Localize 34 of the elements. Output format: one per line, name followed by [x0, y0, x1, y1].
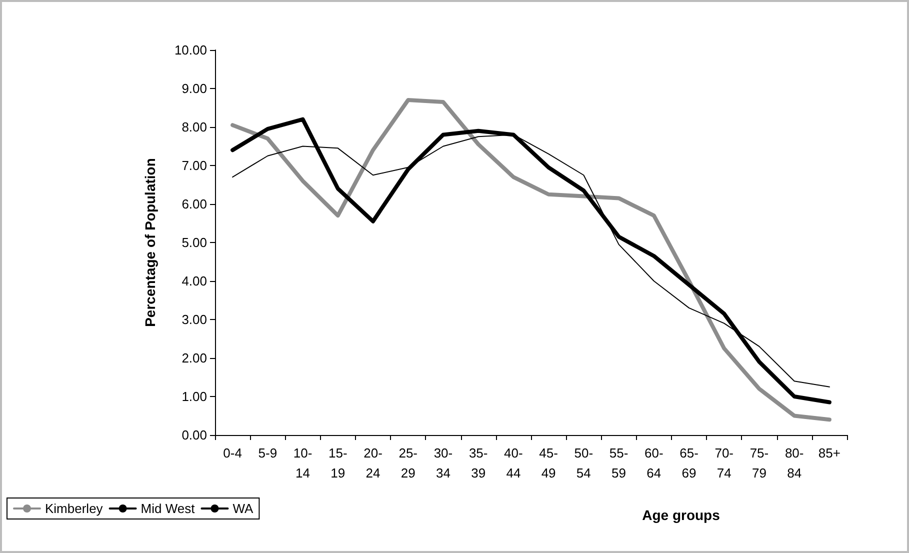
y-tick-label: 5.00 [182, 235, 207, 250]
legend-label: Mid West [140, 501, 196, 516]
x-tick-label: 60- 64 [644, 446, 664, 480]
y-tick-label: 2.00 [182, 350, 207, 366]
x-tick-label: 65- 69 [680, 446, 698, 480]
x-axis-title: Age groups [642, 507, 720, 523]
y-tick-label: 8.00 [182, 120, 207, 134]
x-tick-label: 45- 49 [539, 446, 558, 480]
y-tick-label: 9.00 [182, 81, 207, 96]
y-tick-label: 6.00 [182, 196, 207, 212]
legend-label: Kimberley [45, 501, 104, 516]
x-tick-label: 35- 39 [468, 446, 488, 480]
y-axis-title: Percentage of Population [142, 158, 158, 327]
y-tick-label: 3.00 [182, 312, 207, 327]
x-tick-label: 5-9 [258, 446, 278, 460]
x-tick-label: 70- 74 [714, 446, 734, 480]
x-tick-label: 30- 34 [434, 446, 453, 480]
x-tick-label: 20- 24 [364, 446, 382, 480]
y-tick-label: 7.00 [182, 158, 207, 173]
y-tick-label: 1.00 [182, 389, 207, 404]
x-tick-label: 85+ [818, 446, 840, 460]
x-tick-label: 10- 14 [293, 446, 312, 480]
x-tick-label: 15- 19 [328, 446, 348, 480]
y-tick-label: 0.00 [182, 428, 207, 442]
x-tick-label: 75- 79 [750, 446, 769, 480]
x-tick-label: 40- 44 [504, 446, 523, 480]
y-tick-label: 4.00 [182, 274, 207, 288]
x-tick-label: 80- 84 [784, 446, 804, 480]
y-tick-label: 10.00 [174, 42, 207, 58]
x-tick-label: 55- 59 [609, 446, 628, 480]
x-tick-label: 50- 54 [574, 446, 594, 480]
legend-label: WA [232, 501, 254, 516]
x-tick-label: 25- 29 [398, 446, 418, 480]
x-tick-label: 0-4 [223, 446, 242, 460]
